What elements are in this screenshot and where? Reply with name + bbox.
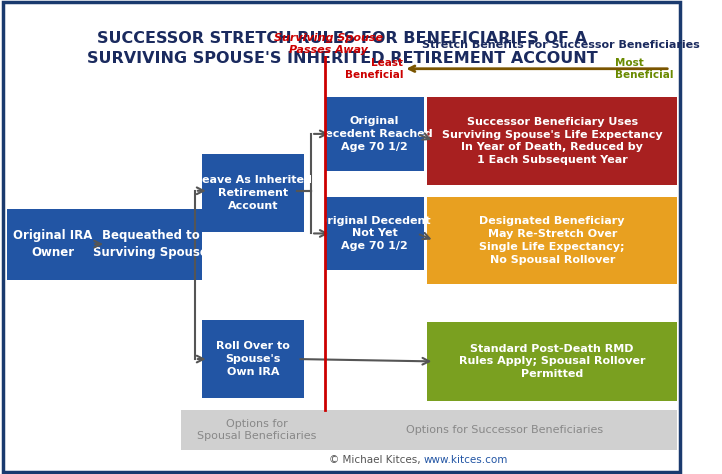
FancyBboxPatch shape <box>427 197 677 284</box>
FancyBboxPatch shape <box>325 97 424 171</box>
FancyBboxPatch shape <box>201 320 304 398</box>
Text: Original Decedent
Not Yet
Age 70 1/2: Original Decedent Not Yet Age 70 1/2 <box>318 216 431 251</box>
Text: Most
Beneficial: Most Beneficial <box>615 58 674 80</box>
Text: Standard Post-Death RMD
Rules Apply; Spousal Rollover
Permitted: Standard Post-Death RMD Rules Apply; Spo… <box>459 344 645 379</box>
Text: © Michael Kitces,: © Michael Kitces, <box>329 455 424 465</box>
FancyBboxPatch shape <box>181 410 331 450</box>
FancyBboxPatch shape <box>6 209 99 280</box>
Text: Surviving Spouse
Passes Away: Surviving Spouse Passes Away <box>274 33 383 55</box>
FancyBboxPatch shape <box>427 322 677 401</box>
Text: Options for
Spousal Beneficiaries: Options for Spousal Beneficiaries <box>197 419 316 441</box>
Text: Original IRA
Owner: Original IRA Owner <box>13 229 92 259</box>
Text: Successor Beneficiary Uses
Surviving Spouse's Life Expectancy
In Year of Death, : Successor Beneficiary Uses Surviving Spo… <box>442 117 663 165</box>
FancyBboxPatch shape <box>331 410 677 450</box>
Text: Stretch Benefits For Successor Beneficiaries: Stretch Benefits For Successor Beneficia… <box>422 40 700 50</box>
Text: www.kitces.com: www.kitces.com <box>424 455 508 465</box>
Text: SUCCESSOR STRETCH RULES FOR BENEFICIARIES OF A
SURVIVING SPOUSE'S INHERITED RETI: SUCCESSOR STRETCH RULES FOR BENEFICIARIE… <box>87 31 597 65</box>
FancyBboxPatch shape <box>99 209 201 280</box>
FancyBboxPatch shape <box>325 197 424 270</box>
Text: Original
Decedent Reached
Age 70 1/2: Original Decedent Reached Age 70 1/2 <box>316 116 432 152</box>
Text: Options for Successor Beneficiaries: Options for Successor Beneficiaries <box>406 425 603 435</box>
Text: Designated Beneficiary
May Re-Stretch Over
Single Life Expectancy;
No Spousal Ro: Designated Beneficiary May Re-Stretch Ov… <box>479 216 625 265</box>
FancyBboxPatch shape <box>201 154 304 232</box>
Text: Bequeathed to
Surviving Spouse: Bequeathed to Surviving Spouse <box>93 229 208 259</box>
Text: Least
Beneficial: Least Beneficial <box>345 58 404 80</box>
Text: Roll Over to
Spouse's
Own IRA: Roll Over to Spouse's Own IRA <box>216 341 290 377</box>
Text: Leave As Inherited
Retirement
Account: Leave As Inherited Retirement Account <box>195 175 311 211</box>
FancyBboxPatch shape <box>427 97 677 185</box>
